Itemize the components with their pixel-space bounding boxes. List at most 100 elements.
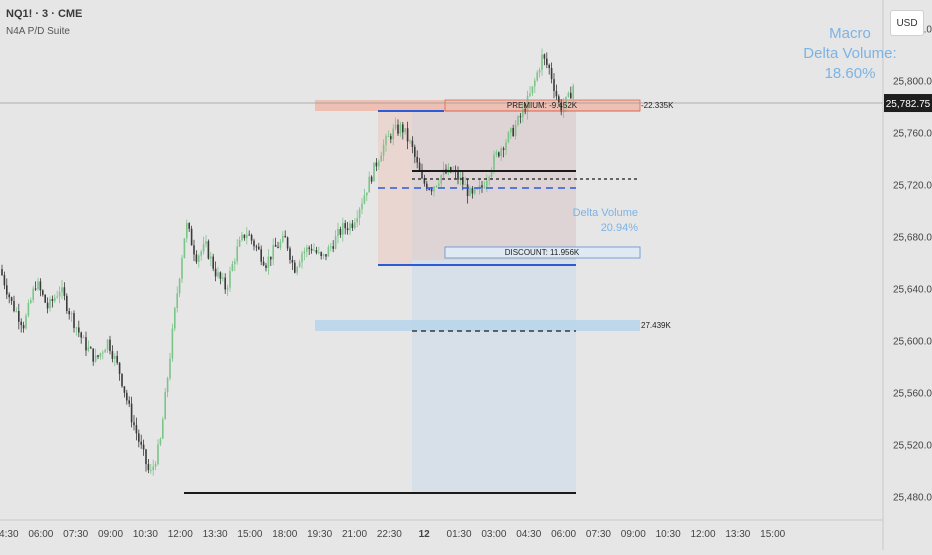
candle-body: [25, 315, 27, 329]
candle-body: [438, 183, 440, 186]
candle-body: [174, 308, 176, 329]
candle: [49, 296, 51, 312]
candle-body: [210, 256, 212, 259]
candle-body: [145, 449, 147, 465]
candle: [181, 254, 183, 283]
candle: [212, 253, 214, 272]
macro-subtitle: Delta Volume:: [803, 45, 897, 62]
candle: [255, 244, 258, 252]
candle: [486, 174, 488, 193]
candle-body: [344, 223, 346, 229]
candle-body: [514, 125, 517, 137]
candle: [106, 338, 109, 354]
candle: [498, 151, 500, 158]
candle-body: [567, 92, 570, 97]
candle-body: [382, 144, 385, 156]
candle-body: [217, 272, 219, 277]
indicator-name[interactable]: N4A P/D Suite: [6, 26, 70, 37]
candle: [358, 207, 361, 226]
candle-body: [354, 222, 356, 228]
candle-body: [322, 254, 325, 256]
candle: [8, 292, 10, 304]
candle-body: [325, 254, 327, 257]
candle-body: [433, 186, 435, 192]
candle: [327, 244, 330, 257]
candle: [433, 185, 435, 197]
candle-body: [46, 302, 49, 309]
candle: [78, 320, 80, 338]
candle-body: [260, 249, 262, 262]
candle: [250, 233, 253, 245]
candle: [351, 219, 354, 231]
candle: [560, 99, 562, 116]
candle-body: [308, 247, 310, 249]
candle-body: [130, 403, 133, 423]
candle-body: [142, 444, 145, 450]
candle: [337, 222, 339, 244]
candle-body: [159, 438, 162, 445]
candle: [202, 236, 205, 255]
candle-body: [471, 188, 474, 194]
candle-body: [291, 259, 294, 263]
candle-body: [373, 162, 375, 182]
candle: [111, 345, 114, 363]
candle-body: [274, 244, 277, 247]
currency-button[interactable]: USD: [890, 10, 924, 36]
candle: [75, 326, 78, 336]
candle: [46, 297, 49, 314]
candle-body: [378, 161, 380, 167]
candle: [318, 246, 320, 255]
candle-body: [152, 466, 154, 471]
candle: [18, 303, 20, 330]
x-tick-label: 13:30: [725, 529, 750, 540]
candle-body: [140, 441, 142, 445]
candle: [346, 222, 349, 235]
candle: [402, 121, 404, 140]
candle: [145, 448, 147, 472]
candle: [272, 238, 274, 266]
candle-body: [286, 237, 289, 249]
candle: [469, 186, 471, 197]
candle-body: [169, 358, 171, 379]
candle: [217, 266, 219, 279]
candle-body: [457, 171, 459, 180]
symbol-title[interactable]: NQ1! · 3 · CME: [6, 8, 83, 20]
candle: [361, 197, 363, 215]
candle-body: [279, 241, 282, 248]
candle: [140, 434, 142, 449]
candle-body: [114, 355, 116, 359]
x-tick-label: 10:30: [656, 529, 681, 540]
candle: [109, 335, 111, 355]
candle-body: [519, 116, 522, 118]
candle: [150, 463, 152, 475]
candle: [85, 331, 87, 356]
candle: [356, 210, 358, 228]
candle-body: [546, 58, 548, 65]
candle: [481, 181, 483, 193]
candle: [380, 151, 382, 162]
candle: [404, 128, 406, 135]
x-tick-label: 04:30: [0, 529, 19, 540]
x-tick-label: 04:30: [516, 529, 541, 540]
candle-body: [106, 339, 109, 350]
y-tick-label: 25,560.00: [893, 389, 932, 400]
candle-body: [495, 152, 498, 155]
candle: [70, 311, 73, 322]
candle-body: [195, 254, 198, 262]
candle: [493, 150, 495, 174]
candle-body: [171, 328, 174, 359]
x-tick-label: 10:30: [133, 529, 158, 540]
candle-body: [298, 262, 301, 267]
candle-body: [178, 278, 181, 294]
candle: [87, 340, 90, 353]
candle-body: [82, 337, 85, 339]
candle: [61, 280, 63, 299]
x-tick-label: 19:30: [307, 529, 332, 540]
candle: [13, 295, 15, 313]
candle-body: [109, 339, 111, 352]
x-tick-label: 07:30: [586, 529, 611, 540]
candle: [370, 175, 373, 184]
candle-body: [104, 349, 106, 353]
